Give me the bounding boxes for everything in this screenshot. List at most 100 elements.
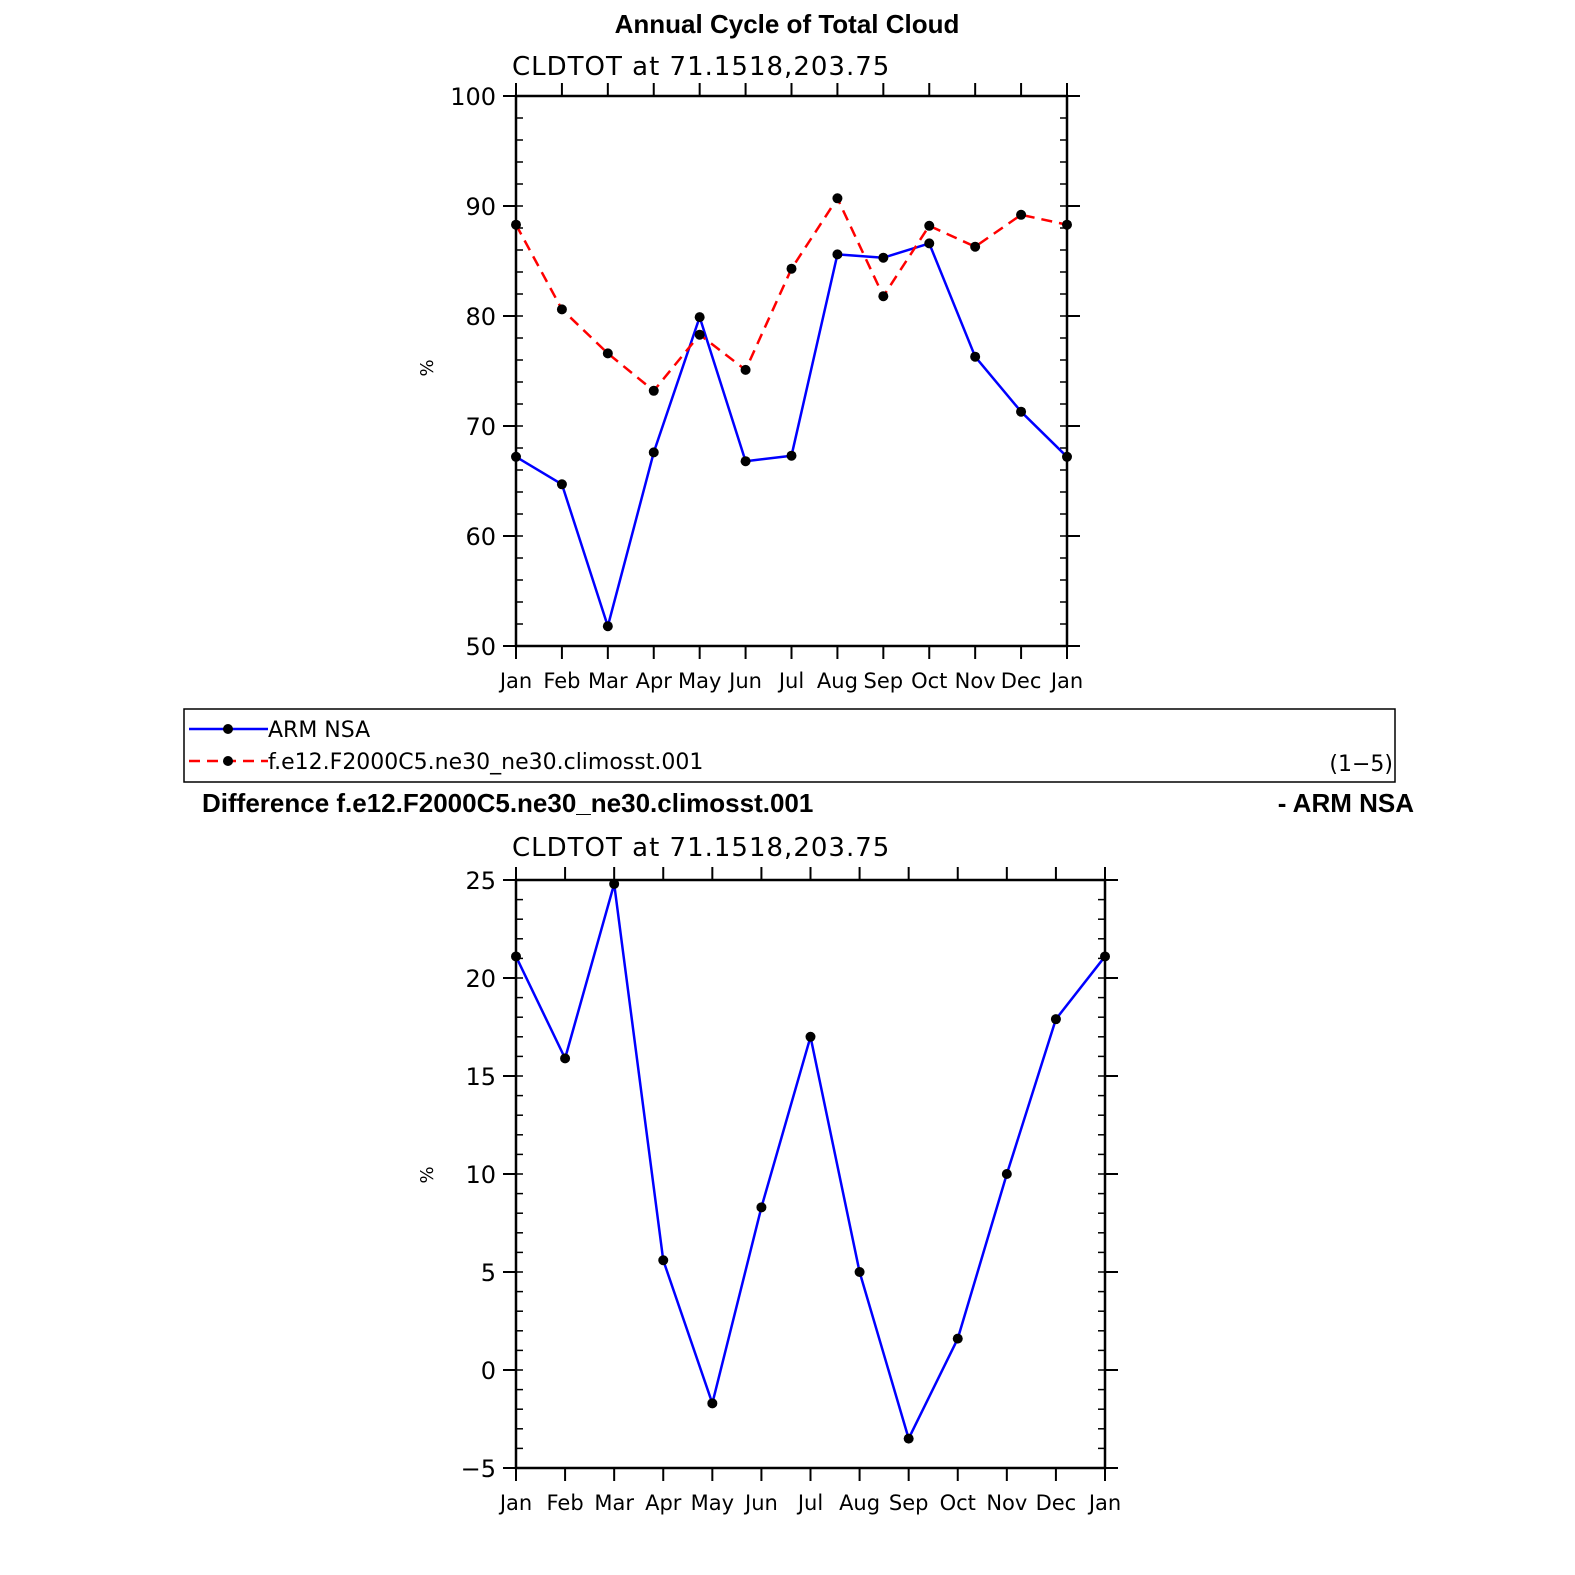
chart1-xtick-label: Jul: [777, 669, 804, 693]
chart2-plot: Jan Feb Mar Apr May Jun Jul Aug Sep Oct Nov Dec Jan−…: [461, 867, 1121, 1515]
chart1-series-0-point: [832, 249, 843, 260]
chart1-series-0-point: [648, 447, 659, 458]
legend-label-arm-nsa: ARM NSA: [268, 718, 370, 743]
chart1-series-1-point: [1062, 219, 1072, 230]
chart2-xtick-label: Jan: [1087, 1491, 1121, 1515]
chart2-ytick-label: 25: [465, 867, 496, 895]
chart2-subtitle: CLDTOT at 71.1518,203.75: [512, 833, 890, 863]
chart2-ytick-label: 20: [465, 965, 496, 993]
chart2-xtick-label: Feb: [546, 1491, 583, 1515]
chart1-xtick-label: Jan: [498, 669, 532, 693]
chart1-ytick-label: 70: [465, 413, 496, 441]
chart1-series-1-line: [514, 197, 1068, 393]
chart1-series-0-point: [970, 351, 981, 362]
legend-marker-model: [223, 756, 233, 766]
chart2-xtick-label: Nov: [986, 1491, 1027, 1515]
chart2-ytick-label: 15: [465, 1063, 496, 1091]
chart2-series-0-point: [1050, 1014, 1061, 1025]
legend-label-model: f.e12.F2000C5.ne30_ne30.climosst.001: [268, 750, 703, 775]
chart1-series-1-point: [694, 329, 705, 340]
chart2-xtick-label: Apr: [645, 1491, 682, 1515]
chart2-series-0-point: [952, 1333, 963, 1344]
chart2-series-0-point: [511, 951, 521, 962]
chart1-xtick-label: Apr: [636, 669, 673, 693]
chart2-xtick-label: Jul: [796, 1491, 823, 1515]
chart2-series-0-point: [854, 1267, 865, 1277]
chart1-series-0-point: [1016, 406, 1027, 417]
chart2-series-0-point: [609, 878, 620, 889]
chart2-title-right: - ARM NSA: [1278, 788, 1414, 818]
chart1-xtick-label: Feb: [543, 669, 580, 693]
chart2-xtick-label: Mar: [594, 1491, 634, 1515]
chart1-xtick-label: May: [678, 669, 721, 693]
legend-box: [183, 708, 1396, 783]
chart1-ytick-label: 50: [465, 633, 496, 661]
chart1-ytick-label: 100: [450, 83, 496, 111]
chart1-series-1-point: [1016, 209, 1027, 220]
chart2-xtick-label: Dec: [1036, 1491, 1077, 1515]
chart1-series-1-point: [832, 193, 843, 204]
chart2-xtick-label: Sep: [889, 1491, 929, 1515]
legend-note: (1−5): [1329, 752, 1393, 777]
chart2-series-0-point: [658, 1255, 669, 1266]
chart1-series-0-point: [556, 479, 567, 490]
chart1-frame: [514, 94, 1069, 648]
chart1-xtick-label: Dec: [1001, 669, 1042, 693]
chart2-frame: [514, 878, 1107, 1470]
chart1-series-1-point: [970, 241, 981, 252]
chart2-series-0-point: [805, 1031, 816, 1042]
chart2-ytick-label: 10: [465, 1161, 496, 1189]
chart1-series-0-point: [786, 450, 797, 461]
chart1-ylabel: %: [417, 359, 438, 376]
chart2-series-0-point: [756, 1202, 767, 1213]
chart2-xtick-label: Aug: [839, 1491, 880, 1515]
chart1-series-0-point: [924, 238, 935, 249]
chart1-series-1-point: [740, 364, 751, 375]
chart1-xtick-label: Sep: [864, 669, 904, 693]
chart1-xtick-label: Oct: [911, 669, 947, 693]
chart1-series-1-point: [602, 348, 613, 359]
chart2-title: Difference f.e12.F2000C5.ne30_ne30.climo…: [202, 788, 813, 818]
chart1-title: Annual Cycle of Total Cloud: [615, 9, 960, 39]
chart1-series-0-point: [602, 621, 613, 632]
chart1-series-1-point: [556, 304, 567, 315]
chart1-ytick-label: 90: [465, 193, 496, 221]
chart1-plot: Jan Feb Mar Apr May Jun Jul Aug Sep Oct Nov Dec Jan5…: [450, 83, 1083, 693]
chart1-series-0-point: [878, 252, 889, 263]
chart1-ytick-label: 60: [465, 523, 496, 551]
chart2-xtick-label: Jun: [743, 1491, 778, 1515]
chart1-series-0-line: [515, 242, 1068, 628]
chart1-xtick-label: Jan: [1049, 669, 1083, 693]
chart2-series-0-point: [707, 1398, 718, 1409]
chart1-series-0-point: [740, 456, 751, 467]
chart2-ytick-label: −5: [461, 1455, 496, 1483]
chart1-xtick-label: Mar: [588, 669, 628, 693]
chart1-ytick-label: 80: [465, 303, 496, 331]
chart2-ytick-label: 0: [481, 1357, 496, 1385]
chart2-xtick-label: Oct: [940, 1491, 976, 1515]
chart2-series-0-point: [903, 1433, 914, 1444]
chart2-xtick-label: Jan: [498, 1491, 532, 1515]
chart1-series-1-point: [648, 385, 659, 396]
chart1-xtick-label: Jun: [727, 669, 762, 693]
chart1-series-0-point: [1062, 451, 1072, 462]
chart2-series-0-point: [560, 1053, 571, 1064]
chart1-subtitle: CLDTOT at 71.1518,203.75: [512, 52, 890, 82]
chart2-series-0-line: [514, 882, 1106, 1440]
chart1-xtick-label: Nov: [955, 669, 996, 693]
legend-marker-arm-nsa: [223, 724, 233, 734]
chart1-series-1-point: [511, 219, 521, 230]
legend: ARM NSA f.e12.F2000C5.ne30_ne30.climosst…: [183, 708, 1396, 783]
chart2-xtick-label: May: [691, 1491, 734, 1515]
chart2-ytick-label: 5: [481, 1259, 496, 1287]
chart1-series-0-point: [511, 451, 521, 462]
chart2-series-0-point: [1100, 951, 1110, 962]
legend-item-model: f.e12.F2000C5.ne30_ne30.climosst.001: [189, 750, 703, 775]
chart1-xtick-label: Aug: [817, 669, 858, 693]
chart2-ylabel: %: [417, 1166, 438, 1183]
legend-item-arm-nsa: ARM NSA: [189, 718, 370, 743]
chart1-series-0-point: [694, 312, 705, 323]
chart1-series-1-point: [924, 220, 935, 231]
chart1-series-1-point: [786, 263, 797, 274]
